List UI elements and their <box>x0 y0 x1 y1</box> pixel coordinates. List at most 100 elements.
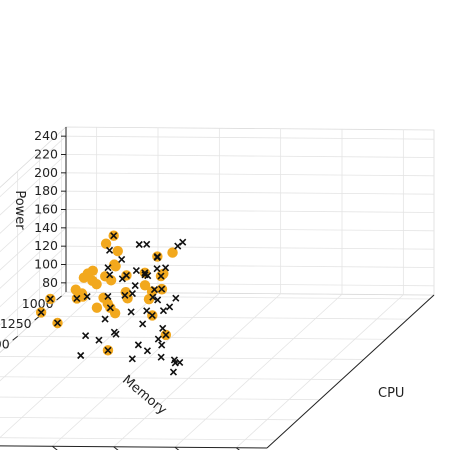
x-axis-line <box>266 294 435 449</box>
x-marker-point <box>132 266 140 275</box>
x-marker-point <box>106 271 114 279</box>
x-marker-stroke <box>169 368 177 376</box>
x-marker-point <box>139 320 147 328</box>
x-marker-point <box>154 296 162 304</box>
y-grid-floor <box>17 335 386 340</box>
marks-layer <box>35 230 187 376</box>
x-marker-stroke <box>131 282 139 290</box>
x-marker-stroke <box>158 285 166 293</box>
x-marker-stroke <box>158 341 166 349</box>
x-grid-floor <box>113 293 281 448</box>
x-marker-stroke <box>143 240 151 248</box>
x-marker-stroke <box>106 304 114 312</box>
x-grid-floor <box>0 292 159 439</box>
floor-pane <box>0 291 436 449</box>
y-tick-label: 1500 <box>0 336 10 351</box>
x-marker-point <box>143 240 151 248</box>
y-axis-line <box>0 445 268 449</box>
x-marker-stroke <box>95 336 103 344</box>
x-marker-point <box>143 347 151 355</box>
highlight-point <box>167 247 178 258</box>
highlight-point <box>110 261 121 272</box>
highlight-point <box>100 238 112 249</box>
x-axis-label: CPU <box>378 386 404 401</box>
x-marker-stroke <box>104 292 112 300</box>
x-marker-stroke <box>157 353 165 361</box>
x-marker-point <box>135 240 143 249</box>
x-tick <box>174 446 180 450</box>
highlight-point <box>87 275 98 287</box>
x-marker-stroke <box>37 308 45 316</box>
x-marker-stroke <box>121 291 129 299</box>
x-marker-stroke <box>144 272 152 280</box>
z-grid-right <box>65 282 435 287</box>
z-tick-label: 180 <box>34 183 58 198</box>
y-grid-floor <box>0 416 298 421</box>
x-marker-stroke <box>141 271 149 279</box>
z-grid-left <box>0 245 67 308</box>
highlight-point <box>105 275 117 286</box>
x-tick <box>52 445 58 450</box>
x-marker-point <box>176 358 184 366</box>
y-tick-label: 1250 <box>0 316 32 331</box>
y-grid-floor <box>0 356 364 360</box>
x-marker-point <box>134 341 142 349</box>
z-grid-right <box>65 227 435 232</box>
x-marker-point <box>112 330 120 338</box>
x-marker-point <box>159 307 168 315</box>
x-marker-point <box>105 246 114 254</box>
x-marker-point <box>172 294 180 302</box>
x-marker-point <box>158 341 166 349</box>
x-marker-stroke <box>112 330 120 338</box>
x-marker-point <box>95 336 103 344</box>
x-marker-point <box>144 272 152 280</box>
x-marker-point <box>153 253 161 261</box>
x-marker-stroke <box>82 332 90 340</box>
x-marker-point <box>157 353 165 361</box>
y-grid-floor <box>39 315 408 320</box>
x-marker-stroke <box>118 275 126 283</box>
axes-layer: 4005006007008009001000125015001750200022… <box>0 127 435 450</box>
x-marker-stroke <box>128 290 136 298</box>
x-marker-stroke <box>105 246 114 254</box>
x-marker-stroke <box>150 285 158 294</box>
x-marker-point <box>118 275 126 283</box>
x-marker-stroke <box>148 311 156 320</box>
x-marker-stroke <box>143 307 151 315</box>
z-tick-label: 100 <box>34 257 58 272</box>
z-grid-left <box>0 264 67 326</box>
z-tick-label: 160 <box>34 202 58 217</box>
x-marker-point <box>131 282 139 290</box>
x-marker-stroke <box>53 319 62 327</box>
x-marker-point <box>154 335 162 343</box>
x-marker-point <box>170 356 178 364</box>
x-marker-stroke <box>134 341 142 349</box>
x-marker-stroke <box>176 358 184 366</box>
x-marker-point <box>77 351 85 360</box>
x-marker-stroke <box>149 293 157 301</box>
x-grid-floor <box>236 294 404 449</box>
x-tick <box>113 446 119 450</box>
y-tick <box>12 335 18 341</box>
x-marker-point <box>159 324 167 332</box>
x-marker-point <box>118 255 126 264</box>
highlight-point <box>120 286 131 298</box>
z-grid-left <box>0 190 67 253</box>
x-grid-floor <box>0 291 97 382</box>
x-marker-point <box>53 319 62 327</box>
x-marker-stroke <box>154 335 162 343</box>
z-grid-right <box>65 190 435 195</box>
x-grid-floor <box>52 292 220 447</box>
x-marker-stroke <box>159 324 167 332</box>
x-marker-point <box>83 293 91 301</box>
x-marker-stroke <box>153 253 161 261</box>
x-grid-floor <box>174 293 343 448</box>
highlight-point <box>102 298 113 309</box>
x-marker-stroke <box>118 255 126 264</box>
x-marker-stroke <box>153 265 161 273</box>
highlight-point <box>139 280 151 291</box>
x-marker-stroke <box>159 307 168 315</box>
z-axis-label: Power <box>12 190 27 230</box>
x-marker-stroke <box>135 240 143 249</box>
x-marker-point <box>169 368 177 376</box>
